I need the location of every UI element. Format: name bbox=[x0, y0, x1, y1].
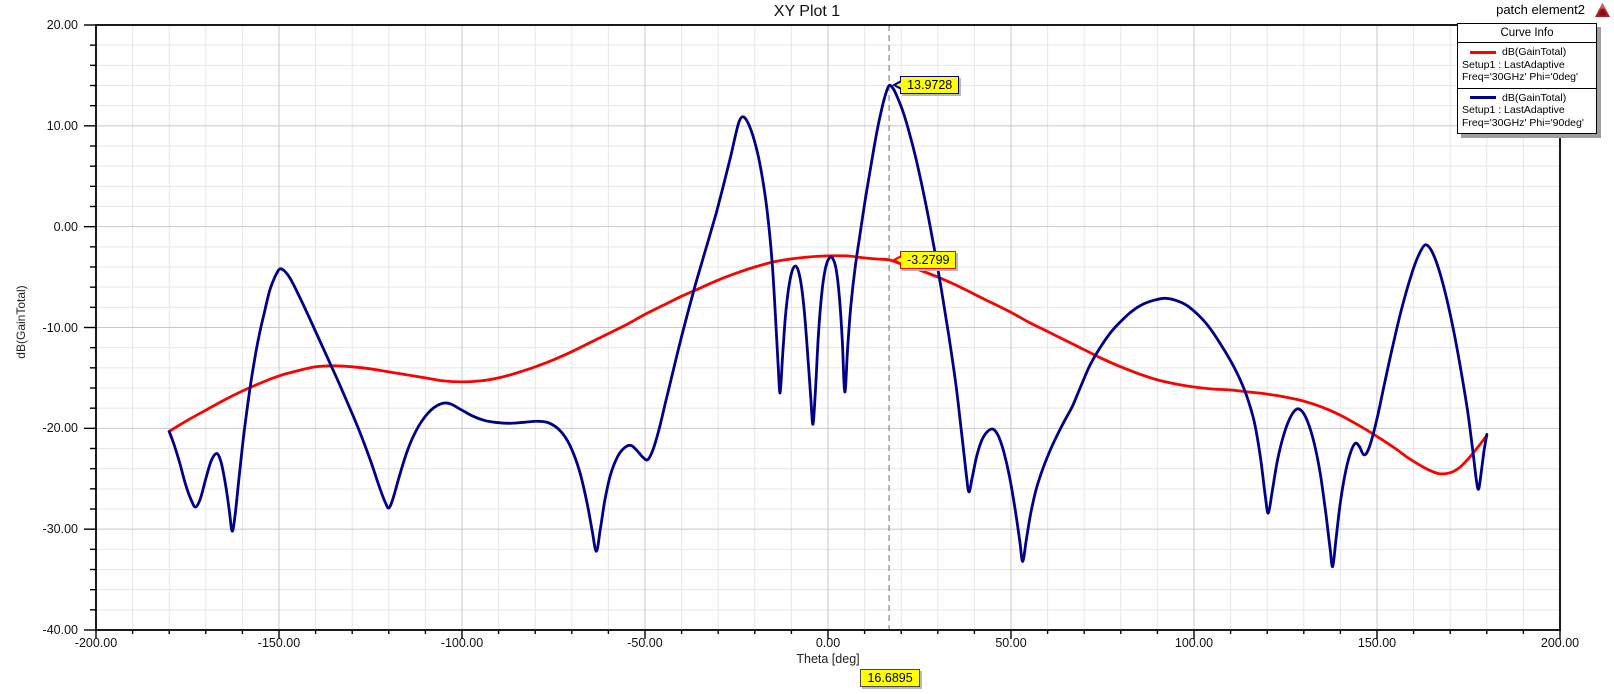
y-tick-label: 10.00 bbox=[46, 118, 78, 133]
project-label: patch element2 bbox=[1496, 2, 1585, 17]
legend-entry[interactable]: dB(GainTotal) Setup1 : LastAdaptive Freq='… bbox=[1458, 43, 1596, 89]
legend-entry-variation: Freq='30GHz' Phi='0deg' bbox=[1462, 71, 1579, 83]
legend-entries: dB(GainTotal) Setup1 : LastAdaptive Freq='… bbox=[1458, 43, 1596, 133]
legend-entry-setup: Setup1 : LastAdaptive bbox=[1462, 58, 1565, 71]
x-tick-label: -100.00 bbox=[440, 636, 484, 650]
legend-entry-quantity: dB(GainTotal) bbox=[1502, 46, 1567, 58]
x-tick-label: -150.00 bbox=[257, 636, 301, 650]
legend-title: Curve Info bbox=[1458, 24, 1596, 43]
gain-peak-marker-value: 13.9728 bbox=[907, 77, 953, 92]
legend-entry-setup: Setup1 : LastAdaptive bbox=[1462, 104, 1565, 116]
legend-line-sample-icon bbox=[1470, 50, 1496, 54]
axis-ticks bbox=[84, 24, 1561, 639]
y-tick-label: 0.00 bbox=[53, 219, 78, 234]
project-header: patch element2 bbox=[1496, 2, 1610, 17]
theta-cursor-marker[interactable]: 16.6895 bbox=[860, 669, 921, 687]
legend-line-sample-icon bbox=[1470, 96, 1496, 100]
plot-area[interactable] bbox=[84, 24, 1561, 639]
y-tick-label: 20.00 bbox=[46, 18, 78, 32]
y-tick-label: -30.00 bbox=[42, 522, 78, 537]
x-tick-label: 100.00 bbox=[1174, 636, 1214, 650]
x-tick-label: 200.00 bbox=[1540, 636, 1580, 650]
legend-entry-quantity: dB(GainTotal) bbox=[1502, 91, 1567, 104]
x-tick-label: -50.00 bbox=[627, 636, 663, 650]
y-tick-label: -40.00 bbox=[42, 623, 78, 637]
plot-border bbox=[95, 24, 1561, 631]
gain-peak-marker[interactable]: 13.9728 bbox=[892, 75, 960, 94]
y-tick-label: -20.00 bbox=[42, 421, 78, 436]
grid-major bbox=[96, 25, 1560, 630]
curve-phi0[interactable] bbox=[167, 254, 1489, 476]
legend-box[interactable]: Curve Info dB(GainTotal) Setup1 : LastAda… bbox=[1457, 23, 1597, 134]
ansys-logo-icon bbox=[1595, 2, 1610, 17]
phi0-marker[interactable]: -3.2799 bbox=[892, 250, 957, 269]
legend-entry-variation: Freq='30GHz' Phi='90deg' bbox=[1462, 116, 1584, 129]
x-tick-label: 50.00 bbox=[995, 636, 1027, 650]
phi0-marker-value: -3.2799 bbox=[907, 252, 950, 267]
plot-title: XY Plot 1 bbox=[773, 3, 841, 20]
y-tick-label: -10.00 bbox=[42, 320, 78, 335]
x-tick-label: 150.00 bbox=[1357, 636, 1397, 650]
theta-cursor-value: 16.6895 bbox=[867, 671, 913, 685]
curve-phi90[interactable] bbox=[167, 83, 1489, 569]
x-axis-title: Theta [deg] bbox=[796, 652, 860, 666]
legend-entry[interactable]: dB(GainTotal) Setup1 : LastAdaptive Freq='… bbox=[1458, 89, 1596, 134]
x-tick-label: -200.00 bbox=[74, 636, 118, 650]
x-tick-label: 0.00 bbox=[815, 636, 841, 650]
